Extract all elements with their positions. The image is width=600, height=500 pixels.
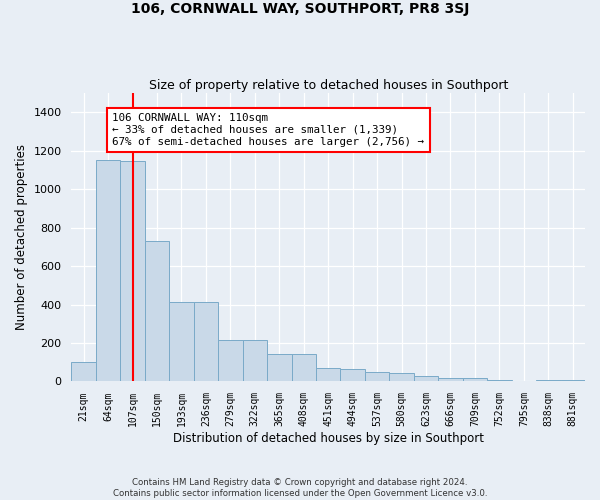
Bar	[242, 340, 267, 382]
Bar	[487, 380, 512, 382]
Bar	[169, 302, 194, 382]
Bar	[71, 362, 96, 382]
Text: 106, CORNWALL WAY, SOUTHPORT, PR8 3SJ: 106, CORNWALL WAY, SOUTHPORT, PR8 3SJ	[131, 2, 469, 16]
Bar	[267, 354, 292, 382]
Bar	[536, 380, 560, 382]
Bar	[560, 380, 585, 382]
Bar	[194, 302, 218, 382]
Bar	[463, 378, 487, 382]
Text: 106 CORNWALL WAY: 110sqm
← 33% of detached houses are smaller (1,339)
67% of sem: 106 CORNWALL WAY: 110sqm ← 33% of detach…	[112, 114, 424, 146]
Bar	[365, 372, 389, 382]
Bar	[121, 162, 145, 382]
Bar	[145, 241, 169, 382]
Y-axis label: Number of detached properties: Number of detached properties	[15, 144, 28, 330]
Bar	[218, 340, 242, 382]
Bar	[292, 354, 316, 382]
Bar	[340, 369, 365, 382]
Bar	[316, 368, 340, 382]
Text: Contains HM Land Registry data © Crown copyright and database right 2024.
Contai: Contains HM Land Registry data © Crown c…	[113, 478, 487, 498]
Bar	[96, 160, 121, 382]
Bar	[389, 373, 414, 382]
Bar	[438, 378, 463, 382]
X-axis label: Distribution of detached houses by size in Southport: Distribution of detached houses by size …	[173, 432, 484, 445]
Title: Size of property relative to detached houses in Southport: Size of property relative to detached ho…	[149, 79, 508, 92]
Bar	[414, 376, 438, 382]
